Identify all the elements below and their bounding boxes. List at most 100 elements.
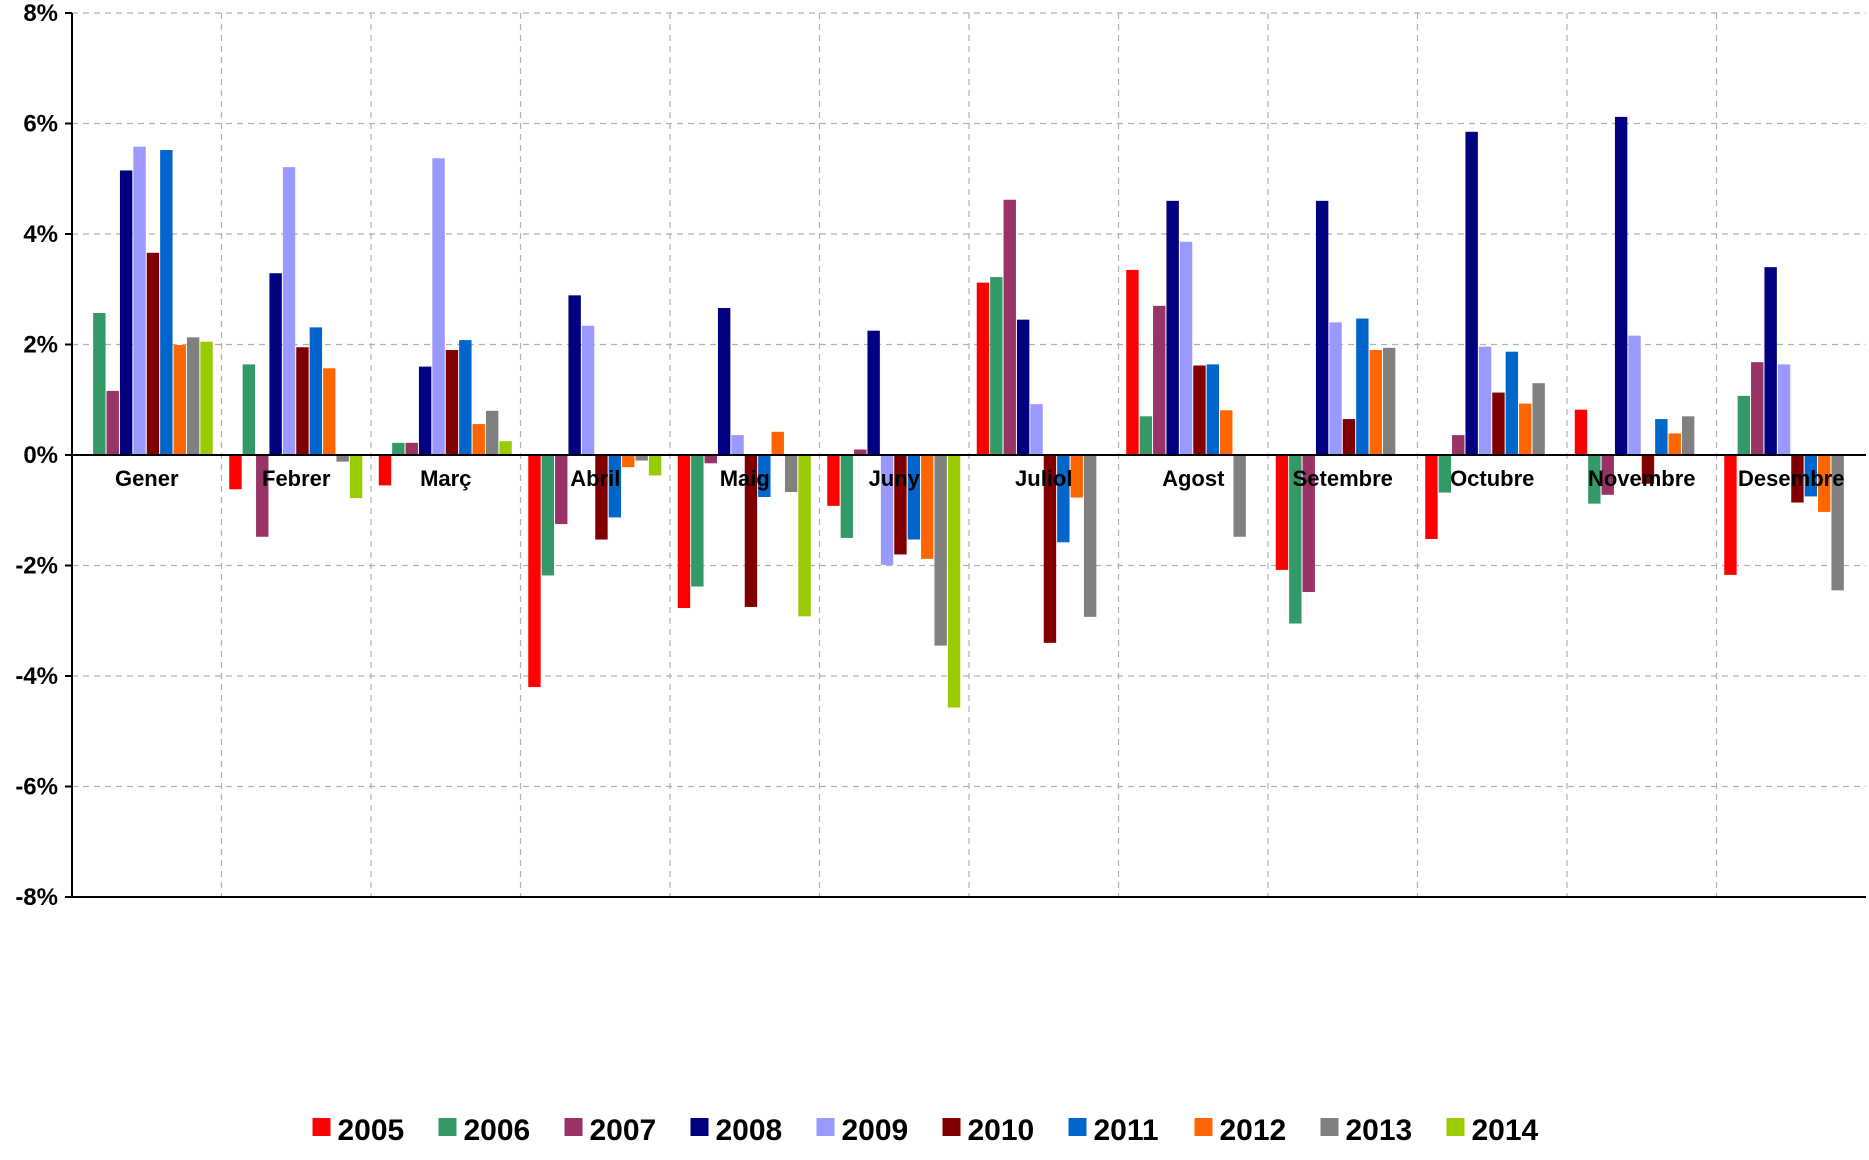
bar-2013-Abril — [635, 455, 648, 461]
bar-2012-Novembre — [1668, 433, 1681, 455]
legend-entry-label: 2010 — [968, 1114, 1035, 1147]
bar-2005-Juliol — [976, 282, 990, 455]
bar-2005-Abril — [528, 455, 541, 688]
legend-entry-label: 2011 — [1094, 1114, 1159, 1147]
legend-swatch — [690, 1118, 709, 1136]
bar-2005-Octubre — [1425, 455, 1438, 539]
labels-layer: -8% -6% -4% -2% 0% 2% 4% 6% 8% Gener Febrer Març Abr… — [15, 0, 1844, 911]
bar-2012-Abril — [622, 455, 635, 468]
bar-2007-Maig — [704, 455, 717, 464]
x-category-label: Desembre — [1738, 466, 1844, 491]
bar-2009-Febrer — [282, 167, 296, 455]
legend-swatch — [438, 1118, 457, 1136]
bar-2011-Novembre — [1655, 419, 1668, 455]
bar-2006-Agost — [1139, 416, 1153, 455]
bar-2013-Novembre — [1681, 416, 1695, 455]
bar-2011-Gener — [160, 150, 173, 455]
bar-2014-Maig — [798, 455, 811, 617]
bar-2006-Octubre — [1438, 455, 1452, 493]
bar-2010-Desembre — [1791, 455, 1804, 503]
bar-2010-Agost — [1193, 365, 1206, 455]
bar-2010-Octubre — [1492, 392, 1505, 455]
legend-entry-label: 2009 — [842, 1114, 909, 1147]
legend-entry-label: 2005 — [338, 1114, 405, 1147]
legend-entry-label: 2007 — [590, 1114, 657, 1147]
bar-2008-Novembre — [1614, 116, 1628, 456]
bar-2005-Desembre — [1724, 455, 1737, 575]
bar-2007-Març — [405, 442, 418, 455]
y-tick-label: -2% — [15, 553, 58, 580]
bar-2012-Gener — [173, 345, 186, 455]
bar-2007-Gener — [106, 390, 119, 455]
bar-2012-Maig — [771, 431, 784, 455]
bar-2008-Juliol — [1016, 319, 1030, 455]
bars-layer — [93, 116, 1844, 708]
bar-2012-Agost — [1220, 410, 1233, 455]
x-category-label: Agost — [1162, 466, 1225, 491]
bar-2008-Agost — [1166, 200, 1179, 455]
legend-entry-label: 2014 — [1472, 1114, 1539, 1147]
bar-2009-Abril — [581, 325, 595, 455]
bar-2011-Març — [459, 340, 472, 455]
y-tick-label: 8% — [23, 0, 58, 27]
y-tick-label: 2% — [23, 332, 58, 359]
bar-2010-Febrer — [296, 347, 309, 455]
bar-2005-Novembre — [1574, 409, 1588, 455]
bar-2008-Juny — [867, 330, 880, 455]
bar-2011-Abril — [608, 455, 622, 518]
bar-2014-Gener — [200, 341, 213, 455]
y-tick-label: 6% — [23, 111, 58, 138]
bar-2006-Juny — [840, 455, 854, 538]
bar-2005-Juny — [827, 455, 840, 506]
bar-2007-Agost — [1153, 305, 1166, 455]
x-category-label: Maig — [720, 466, 770, 491]
bar-2008-Febrer — [269, 273, 282, 455]
legend-swatch — [1446, 1118, 1465, 1136]
bar-2010-Setembre — [1342, 419, 1356, 455]
bar-2008-Desembre — [1764, 267, 1777, 455]
bar-2009-Juny — [880, 455, 894, 565]
bar-2008-Abril — [568, 295, 581, 455]
legend-swatch — [312, 1118, 331, 1136]
bar-2010-Novembre — [1641, 455, 1655, 484]
x-category-label: Octubre — [1450, 466, 1534, 491]
bar-2013-Març — [485, 410, 499, 455]
legend-entry-label: 2006 — [464, 1114, 531, 1147]
bar-2007-Setembre — [1302, 455, 1315, 593]
bar-2013-Gener — [186, 337, 200, 455]
bar-2005-Març — [378, 455, 392, 486]
bar-2006-Maig — [691, 455, 704, 587]
bar-2005-Agost — [1126, 269, 1139, 455]
bar-2012-Març — [472, 424, 485, 455]
bar-2012-Juny — [921, 455, 934, 559]
bar-2009-Gener — [133, 146, 146, 455]
bar-2005-Maig — [677, 455, 691, 609]
bar-2012-Febrer — [323, 368, 336, 455]
legend-swatch — [1194, 1118, 1213, 1136]
bar-2006-Desembre — [1737, 395, 1751, 455]
y-tick-label: -4% — [15, 663, 58, 690]
bar-2009-Novembre — [1628, 335, 1641, 455]
legend-swatch — [1068, 1118, 1087, 1136]
bar-2011-Maig — [758, 455, 771, 497]
bar-2012-Desembre — [1818, 455, 1831, 512]
bar-2013-Febrer — [336, 455, 349, 462]
x-category-label: Abril — [570, 466, 620, 491]
bar-2010-Maig — [744, 455, 758, 607]
bar-2014-Febrer — [349, 455, 363, 499]
bar-2009-Octubre — [1478, 346, 1492, 455]
x-category-label: Novembre — [1588, 466, 1696, 491]
bar-2011-Desembre — [1804, 455, 1818, 497]
bar-2006-Gener — [93, 313, 106, 455]
legend-entry-label: 2008 — [716, 1114, 783, 1147]
bar-2011-Febrer — [309, 327, 323, 455]
legend-entry-label: 2013 — [1346, 1114, 1413, 1147]
bar-2006-Setembre — [1289, 455, 1302, 624]
y-tick-label: 4% — [23, 221, 58, 248]
bar-2013-Agost — [1233, 455, 1246, 537]
bar-2006-Abril — [541, 455, 555, 576]
bar-2010-Gener — [146, 252, 160, 455]
bar-2010-Juliol — [1043, 455, 1057, 643]
bar-2007-Novembre — [1601, 455, 1614, 495]
